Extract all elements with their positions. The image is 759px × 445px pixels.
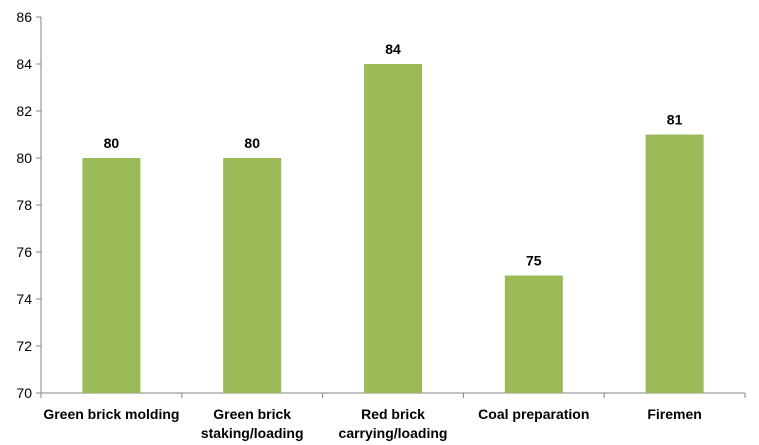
y-tick-label: 76 bbox=[16, 244, 32, 260]
data-label: 75 bbox=[526, 253, 542, 269]
bar bbox=[223, 158, 282, 393]
bar bbox=[364, 64, 422, 393]
bar bbox=[82, 158, 141, 393]
data-label: 80 bbox=[244, 135, 260, 151]
y-tick-label: 80 bbox=[16, 150, 32, 166]
data-label: 80 bbox=[104, 135, 120, 151]
y-axis: 70 72 74 76 78 80 82 84 86 bbox=[16, 9, 42, 401]
y-tick-label: 82 bbox=[16, 103, 32, 119]
x-category-label: Green brick molding bbox=[43, 406, 179, 422]
x-category-label: Coal preparation bbox=[478, 406, 589, 422]
data-label: 84 bbox=[385, 41, 401, 57]
bar bbox=[504, 275, 563, 393]
data-labels: 80 80 84 75 81 bbox=[104, 41, 683, 269]
y-tick-label: 86 bbox=[16, 9, 32, 25]
bar bbox=[645, 134, 704, 393]
y-tick-label: 70 bbox=[16, 385, 32, 401]
x-axis bbox=[40, 392, 746, 398]
y-tick-label: 84 bbox=[16, 56, 32, 72]
category-labels: Green brick molding Green brick staking/lo… bbox=[43, 406, 702, 441]
y-tick-label: 72 bbox=[16, 338, 32, 354]
x-category-label: Red brick carrying/loading bbox=[339, 406, 448, 441]
y-tick-label: 78 bbox=[16, 197, 32, 213]
data-label: 81 bbox=[667, 112, 683, 128]
x-category-label: Firemen bbox=[647, 406, 701, 422]
y-tick-label: 74 bbox=[16, 291, 32, 307]
bars bbox=[82, 64, 704, 393]
x-category-label: Green brick staking/loading bbox=[201, 406, 304, 441]
